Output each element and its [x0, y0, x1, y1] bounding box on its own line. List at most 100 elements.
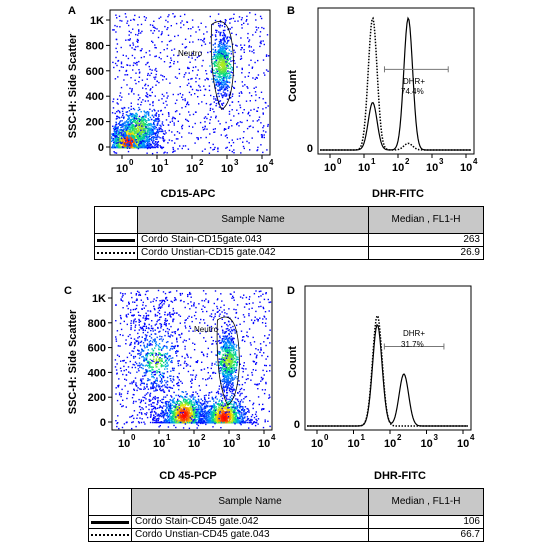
scatter-point — [185, 407, 187, 409]
scatter-point — [176, 337, 178, 339]
scatter-point — [146, 379, 149, 382]
scatter-point — [250, 418, 252, 421]
scatter-point — [204, 43, 207, 45]
scatter-point — [213, 111, 215, 113]
scatter-point — [211, 78, 213, 80]
scatter-point — [221, 85, 223, 87]
scatter-point — [133, 134, 135, 136]
scatter-point — [190, 409, 192, 411]
scatter-point — [224, 62, 226, 64]
scatter-point — [145, 144, 148, 147]
scatter-point — [119, 121, 121, 123]
scatter-point — [136, 113, 138, 116]
scatter-point — [241, 72, 243, 74]
scatter-point — [216, 57, 219, 59]
scatter-point — [111, 137, 113, 140]
x-tick-label: 10 — [151, 163, 163, 175]
scatter-point — [217, 76, 219, 78]
scatter-point — [229, 45, 232, 48]
scatter-point — [169, 121, 171, 123]
scatter-point — [224, 55, 226, 57]
scatter-point — [265, 102, 267, 104]
scatter-point — [147, 379, 150, 381]
scatter-point — [132, 28, 134, 30]
scatter-point — [149, 335, 151, 337]
scatter-point — [262, 108, 264, 110]
scatter-point — [154, 380, 156, 383]
scatter-point — [161, 358, 163, 360]
scatter-point — [149, 365, 151, 367]
scatter-point — [171, 381, 174, 383]
scatter-point — [157, 36, 160, 39]
scatter-point — [184, 38, 187, 40]
scatter-point — [164, 363, 167, 366]
scatter-point — [116, 17, 118, 19]
scatter-point — [133, 141, 136, 143]
scatter-point — [114, 152, 116, 154]
scatter-point — [132, 44, 135, 46]
scatter-point — [152, 421, 154, 424]
scatter-point — [155, 341, 157, 343]
scatter-point — [133, 93, 135, 95]
scatter-point — [172, 419, 175, 421]
scatter-point — [215, 59, 217, 62]
scatter-point — [229, 38, 232, 40]
scatter-point — [157, 120, 159, 122]
scatter-point — [208, 411, 211, 414]
scatter-point — [189, 85, 192, 88]
scatter-point — [161, 401, 163, 403]
scatter-point — [158, 118, 160, 120]
scatter-point — [249, 12, 251, 14]
scatter-point — [165, 78, 168, 80]
scatter-point — [138, 364, 141, 367]
scatter-point — [203, 94, 206, 96]
scatter-point — [159, 346, 161, 349]
scatter-point — [154, 397, 156, 399]
scatter-point — [177, 410, 179, 412]
scatter-point — [173, 134, 176, 136]
scatter-point — [243, 131, 245, 133]
scatter-point — [116, 127, 119, 129]
scatter-point — [143, 121, 145, 123]
scatter-point — [122, 134, 124, 136]
scatter-point — [225, 53, 227, 56]
scatter-point — [167, 333, 169, 335]
scatter-point — [219, 24, 222, 26]
scatter-point — [172, 313, 174, 316]
scatter-point — [227, 47, 229, 49]
scatter-point — [134, 119, 136, 122]
scatter-point — [192, 113, 195, 116]
scatter-point — [192, 421, 194, 424]
scatter-point — [223, 55, 225, 57]
scatter-point — [208, 415, 210, 417]
scatter-point — [158, 120, 161, 122]
scatter-point — [125, 379, 128, 381]
scatter-point — [186, 119, 188, 122]
scatter-point — [168, 359, 170, 362]
scatter-point — [171, 120, 174, 122]
scatter-point — [120, 61, 123, 63]
scatter-point — [115, 47, 117, 50]
scatter-point — [157, 384, 160, 386]
scatter-point — [222, 71, 224, 73]
scatter-point — [118, 134, 120, 136]
scatter-point — [163, 140, 165, 143]
scatter-point — [254, 99, 257, 102]
scatter-point — [144, 402, 147, 404]
scatter-point — [154, 69, 156, 71]
scatter-point — [226, 54, 228, 57]
scatter-point — [148, 327, 150, 330]
scatter-point — [122, 141, 124, 143]
scatter-point — [146, 95, 148, 98]
scatter-point — [149, 370, 151, 372]
scatter-point — [119, 26, 121, 28]
scatter-point — [217, 80, 219, 82]
scatter-point — [171, 415, 174, 417]
scatter-point — [150, 123, 152, 125]
scatter-point — [123, 117, 125, 120]
scatter-point — [239, 58, 242, 60]
scatter-point — [212, 81, 215, 83]
scatter-point — [240, 49, 242, 51]
scatter-point — [141, 140, 144, 142]
scatter-point — [219, 20, 222, 22]
